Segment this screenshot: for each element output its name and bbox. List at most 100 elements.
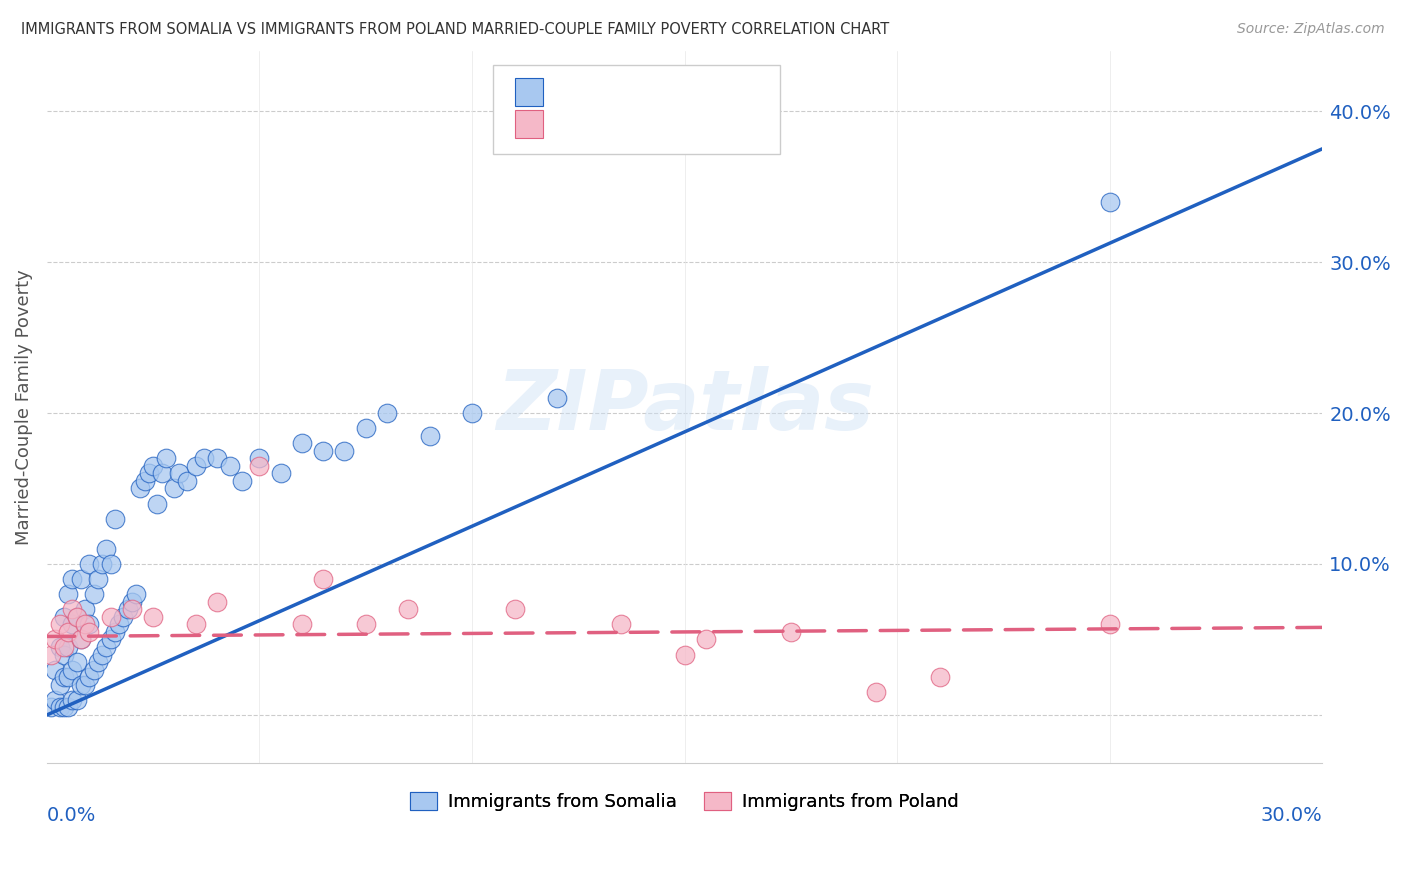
Point xyxy=(312,572,335,586)
Point xyxy=(155,451,177,466)
Point xyxy=(610,617,633,632)
Point xyxy=(780,624,803,639)
Point xyxy=(1098,194,1121,209)
Point xyxy=(44,632,66,647)
Point xyxy=(150,467,173,481)
Text: 30.0%: 30.0% xyxy=(1261,806,1322,825)
Point xyxy=(87,572,110,586)
Point xyxy=(100,610,122,624)
Point xyxy=(52,670,75,684)
Point xyxy=(91,648,114,662)
Point xyxy=(184,617,207,632)
Point xyxy=(205,451,228,466)
Point xyxy=(121,602,143,616)
Point xyxy=(96,541,118,556)
Point xyxy=(193,451,215,466)
Legend: Immigrants from Somalia, Immigrants from Poland: Immigrants from Somalia, Immigrants from… xyxy=(404,785,966,818)
Point xyxy=(125,587,148,601)
Point xyxy=(48,700,70,714)
Point xyxy=(108,617,131,632)
Point xyxy=(48,678,70,692)
Point xyxy=(503,602,526,616)
Point xyxy=(79,624,101,639)
Point xyxy=(39,700,62,714)
Point xyxy=(75,678,97,692)
Point xyxy=(56,670,79,684)
Point xyxy=(70,678,93,692)
Point xyxy=(75,617,97,632)
Point xyxy=(163,482,186,496)
Point xyxy=(48,617,70,632)
Point xyxy=(87,655,110,669)
Point xyxy=(291,436,314,450)
Point xyxy=(60,572,83,586)
Point xyxy=(83,587,105,601)
Point xyxy=(333,443,356,458)
Point xyxy=(39,648,62,662)
Point xyxy=(1098,617,1121,632)
Point xyxy=(112,610,135,624)
FancyBboxPatch shape xyxy=(494,65,780,154)
Point xyxy=(546,391,568,405)
FancyBboxPatch shape xyxy=(515,78,543,106)
Text: 28: 28 xyxy=(734,114,762,134)
Point xyxy=(138,467,160,481)
Point xyxy=(52,640,75,654)
Text: N =: N = xyxy=(681,114,724,134)
Point xyxy=(48,640,70,654)
Point xyxy=(66,655,89,669)
Point xyxy=(146,497,169,511)
Text: 0.0%: 0.0% xyxy=(46,806,96,825)
Point xyxy=(75,602,97,616)
Point xyxy=(129,482,152,496)
Point xyxy=(79,617,101,632)
Point xyxy=(83,663,105,677)
Text: ZIPatlas: ZIPatlas xyxy=(496,367,873,448)
Point xyxy=(52,610,75,624)
Point xyxy=(396,602,419,616)
Point xyxy=(184,458,207,473)
Point xyxy=(52,700,75,714)
Point xyxy=(60,602,83,616)
Text: 0.038: 0.038 xyxy=(612,114,673,134)
Point xyxy=(354,421,377,435)
Point xyxy=(673,648,696,662)
Point xyxy=(96,640,118,654)
Y-axis label: Married-Couple Family Poverty: Married-Couple Family Poverty xyxy=(15,269,32,545)
Point xyxy=(44,693,66,707)
Point xyxy=(354,617,377,632)
Point xyxy=(56,640,79,654)
Point xyxy=(117,602,139,616)
Point xyxy=(79,670,101,684)
Point xyxy=(44,663,66,677)
Text: R =: R = xyxy=(555,83,599,102)
Point xyxy=(100,632,122,647)
Point xyxy=(121,595,143,609)
Point xyxy=(176,474,198,488)
Point xyxy=(205,595,228,609)
FancyBboxPatch shape xyxy=(515,110,543,138)
Point xyxy=(70,632,93,647)
Point xyxy=(56,624,79,639)
Point xyxy=(167,467,190,481)
Point xyxy=(218,458,240,473)
Point xyxy=(52,648,75,662)
Point xyxy=(249,451,271,466)
Text: 0.719: 0.719 xyxy=(612,83,673,102)
Text: Source: ZipAtlas.com: Source: ZipAtlas.com xyxy=(1237,22,1385,37)
Point xyxy=(142,458,165,473)
Point xyxy=(928,670,950,684)
Point xyxy=(91,557,114,571)
Point xyxy=(66,610,89,624)
Text: 72: 72 xyxy=(734,83,762,102)
Point xyxy=(100,557,122,571)
Point xyxy=(418,428,440,442)
Point xyxy=(79,557,101,571)
Point xyxy=(231,474,253,488)
Point xyxy=(270,467,292,481)
Point xyxy=(56,700,79,714)
Point xyxy=(291,617,314,632)
Point xyxy=(312,443,335,458)
Point xyxy=(60,693,83,707)
Point xyxy=(375,406,398,420)
